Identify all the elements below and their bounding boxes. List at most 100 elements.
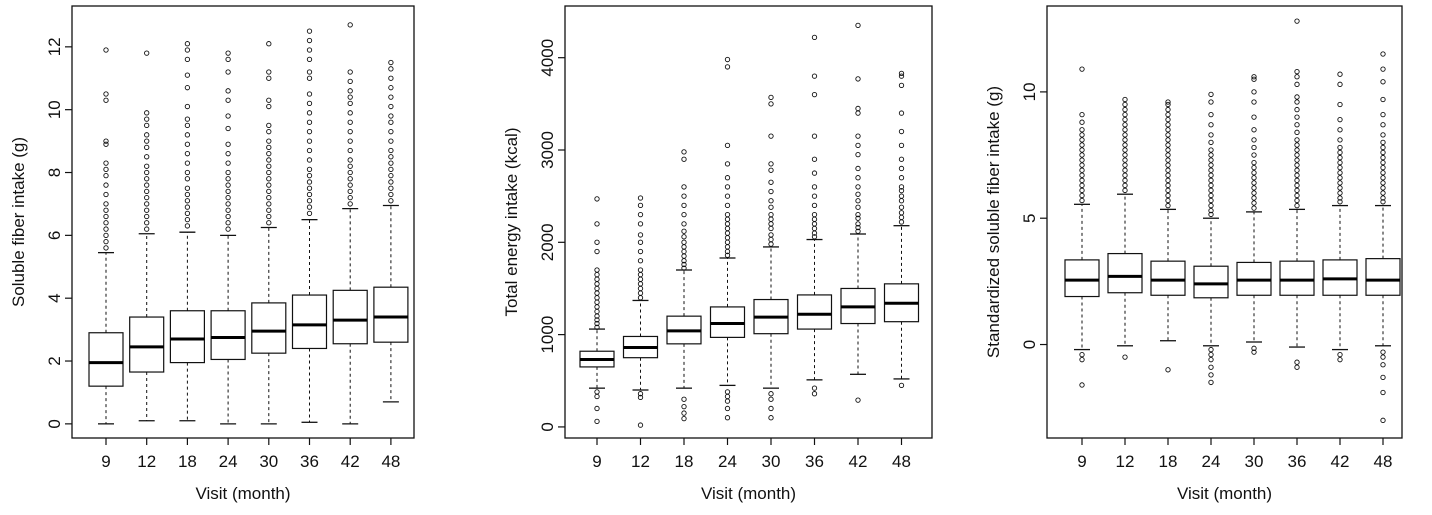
outlier-point — [1337, 117, 1343, 123]
outlier-point — [1122, 111, 1128, 118]
outlier-point — [266, 129, 272, 135]
outlier-point — [225, 56, 231, 63]
outlier-point — [811, 216, 818, 222]
outlier-point — [1294, 99, 1300, 105]
outlier-point — [768, 232, 774, 238]
outlier-point — [144, 188, 150, 195]
outlier-point — [1380, 154, 1386, 161]
outlier-point — [1165, 157, 1171, 163]
outlier-point — [1380, 170, 1386, 176]
outlier-point — [594, 281, 600, 287]
box-iqr — [291, 294, 328, 350]
outlier-point — [811, 73, 818, 79]
outlier-point — [1294, 74, 1300, 80]
outlier-point — [1165, 172, 1171, 178]
outlier-point — [681, 253, 687, 259]
outlier-point — [184, 151, 191, 157]
outlier-point — [768, 161, 774, 167]
outlier-point — [1380, 144, 1386, 151]
outlier-point — [388, 191, 394, 198]
outlier-point — [103, 220, 109, 226]
outlier-point — [306, 204, 313, 210]
outlier-point — [184, 56, 191, 63]
outlier-point — [1337, 149, 1343, 156]
outlier-point — [1208, 111, 1214, 118]
box-group-12 — [622, 195, 659, 428]
outlier-point — [184, 169, 191, 176]
outlier-point — [103, 91, 109, 97]
outlier-point — [266, 41, 272, 47]
outlier-point — [637, 232, 644, 238]
outlier-point — [768, 167, 774, 173]
outlier-point — [266, 103, 272, 110]
outlier-point — [724, 221, 731, 227]
outlier-point — [637, 422, 644, 428]
outlier-point — [306, 198, 313, 204]
outlier-point — [724, 193, 731, 199]
box-group-30 — [753, 94, 789, 421]
outlier-point — [103, 232, 109, 239]
box-group-18 — [169, 41, 205, 422]
outlier-point — [594, 271, 600, 278]
outlier-point — [184, 85, 191, 91]
outlier-point — [637, 276, 644, 282]
box-group-36 — [291, 28, 328, 423]
outlier-point — [266, 157, 272, 163]
outlier-point — [637, 290, 644, 296]
outlier-point — [347, 119, 353, 125]
outlier-point — [855, 110, 861, 116]
outlier-point — [266, 169, 272, 176]
x-tick-label: 18 — [1159, 452, 1178, 471]
outlier-point — [266, 201, 272, 207]
outlier-point — [855, 198, 861, 204]
x-tick-label: 24 — [1202, 452, 1221, 471]
outlier-point — [103, 201, 109, 207]
box-group-24 — [709, 56, 746, 421]
outlier-point — [144, 169, 150, 176]
outlier-point — [724, 393, 731, 400]
outlier-point — [103, 141, 109, 147]
outlier-point — [1165, 162, 1171, 168]
x-tick-label: 12 — [137, 452, 156, 471]
box-iqr — [332, 289, 368, 345]
outlier-point — [388, 113, 394, 119]
outlier-point — [1079, 192, 1085, 199]
outlier-point — [1165, 197, 1171, 204]
outlier-point — [144, 213, 150, 220]
outlier-point — [724, 211, 731, 218]
outlier-point — [266, 176, 272, 182]
x-tick-label: 12 — [1116, 452, 1135, 471]
outlier-point — [1380, 349, 1386, 355]
outlier-point — [388, 94, 394, 100]
outlier-point — [855, 221, 861, 227]
outlier-point — [388, 154, 394, 160]
box-iqr — [1279, 260, 1315, 296]
outlier-point — [1380, 175, 1386, 181]
outlier-point — [1122, 132, 1128, 138]
outlier-point — [347, 78, 353, 85]
outlier-point — [811, 184, 818, 190]
outlier-point — [1380, 180, 1386, 186]
outlier-point — [184, 216, 191, 223]
outlier-point — [681, 149, 687, 155]
outlier-point — [1380, 354, 1386, 360]
outlier-point — [225, 151, 231, 157]
box-group-42 — [1322, 71, 1358, 363]
box-iqr — [796, 294, 833, 330]
outlier-point — [768, 133, 774, 139]
outlier-point — [1337, 159, 1343, 166]
x-tick-label: 36 — [1288, 452, 1307, 471]
outlier-point — [1380, 417, 1386, 423]
chart-panel-3: 0 5 10 Standardized soluble fiber intake (g… — [984, 5, 1403, 503]
box-iqr — [1193, 265, 1229, 299]
outlier-point — [347, 201, 353, 207]
outlier-point — [768, 236, 774, 243]
outlier-point — [1165, 117, 1171, 123]
outlier-point — [855, 151, 861, 158]
outlier-point — [388, 85, 394, 91]
box-group-12 — [129, 50, 165, 422]
outlier-point — [1208, 172, 1214, 178]
outlier-point — [637, 221, 644, 227]
outlier-point — [724, 161, 731, 167]
outlier-point — [103, 166, 109, 173]
